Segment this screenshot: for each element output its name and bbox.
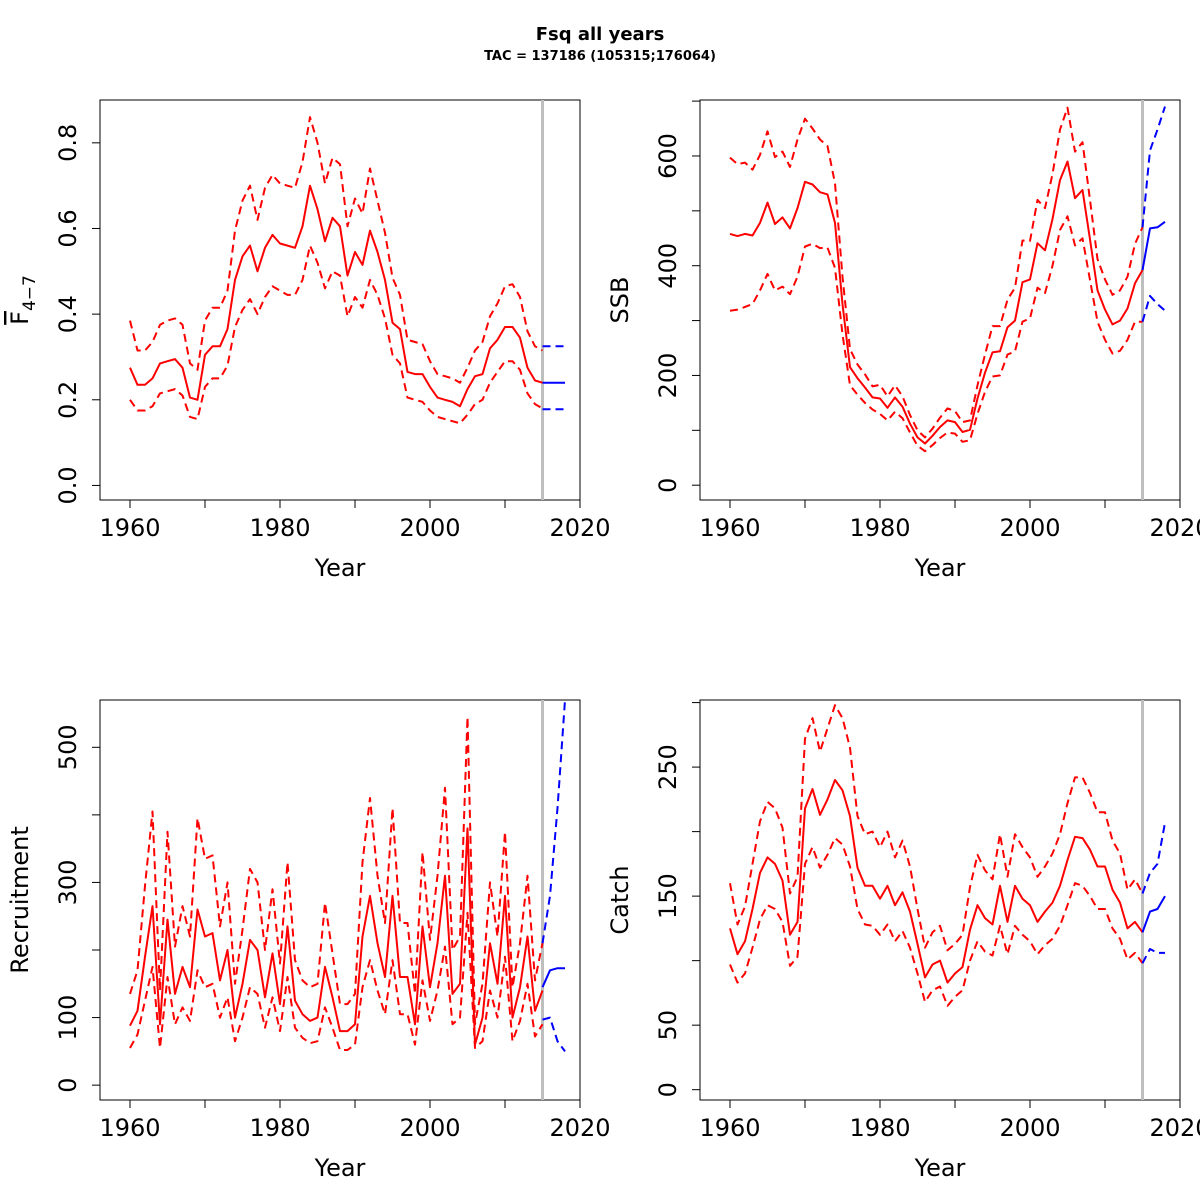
historic-lower-line [729, 215, 1143, 453]
x-tick-label: 2020 [549, 514, 610, 542]
x-tick-label: 1980 [249, 514, 310, 542]
y-axis-label: F4−7 [6, 275, 40, 325]
historic-upper-line [729, 106, 1144, 439]
y-tick-label: 0.6 [54, 209, 82, 247]
x-tick-label: 2000 [999, 1114, 1060, 1142]
x-tick-label: 1960 [99, 514, 160, 542]
y-axis-label: Catch [606, 865, 634, 934]
forecast-median-line [1141, 895, 1166, 933]
y-tick-label: 200 [654, 353, 682, 399]
plot-area [129, 700, 566, 1100]
x-tick-label: 2000 [999, 514, 1060, 542]
plot-frame [99, 99, 581, 501]
x-axis-label: Year [314, 1154, 366, 1182]
y-axis-label: SSB [606, 277, 634, 324]
y-tick-label: 0.2 [54, 381, 82, 419]
figure-title: Fsq all years [536, 24, 665, 45]
y-tick-label: 0.0 [54, 466, 82, 504]
historic-median-line [729, 160, 1144, 445]
y-axis-label: Recruitment [6, 826, 34, 973]
plot-area [729, 100, 1166, 500]
historic-upper-line [729, 704, 1144, 952]
panel-f-bar: 1960 1980 2000 2020 Year 0.0 0.2 0.4 0.6 0.8 F4−7 [6, 99, 611, 582]
plot-frame [699, 99, 1181, 501]
y-tick-label: 500 [54, 724, 82, 770]
x-tick-label: 1960 [699, 514, 760, 542]
historic-median-line [129, 184, 543, 408]
y-tick-label: 400 [654, 243, 682, 289]
forecast-median-line [541, 967, 565, 988]
x-tick-label: 2000 [399, 1114, 460, 1142]
y-tick-label: 0.4 [54, 295, 82, 333]
historic-lower-line [129, 244, 543, 425]
forecast-upper-line [1141, 106, 1166, 228]
forecast-upper-line [541, 700, 566, 944]
plot-area [729, 700, 1166, 1100]
y-tick-label: 100 [54, 995, 82, 1041]
x-axis-label: Year [914, 554, 966, 582]
plot-area [129, 100, 565, 500]
y-tick-label: 300 [54, 860, 82, 906]
x-tick-label: 1980 [849, 514, 910, 542]
historic-upper-line [129, 715, 544, 1026]
historic-lower-line [129, 911, 544, 1051]
plot-frame [99, 699, 581, 1101]
forecast-median-line [1141, 220, 1166, 271]
plot-frame [699, 699, 1181, 1101]
y-tick-label: 250 [654, 744, 682, 790]
panel-ssb: 1960 1980 2000 2020 Year 0 200 400 600 SSB [606, 99, 1200, 582]
x-axis-label: Year [914, 1154, 966, 1182]
x-axis-label: Year [314, 554, 366, 582]
y-tick-label: 0.8 [54, 124, 82, 162]
x-tick-label: 2020 [1149, 514, 1200, 542]
x-tick-label: 1980 [249, 1114, 310, 1142]
y-tick-label: 150 [654, 873, 682, 919]
figure-subtitle: TAC = 137186 (105315;176064) [484, 49, 716, 64]
x-tick-label: 2020 [549, 1114, 610, 1142]
y-tick-label: 0 [654, 1082, 682, 1097]
x-tick-label: 2020 [1149, 1114, 1200, 1142]
y-tick-label: 50 [654, 1010, 682, 1041]
y-tick-label: 0 [54, 1077, 82, 1092]
panel-catch: 1960 1980 2000 2020 Year 0 50 150 250 Catch [606, 699, 1200, 1182]
x-tick-label: 1960 [99, 1114, 160, 1142]
panel-recruitment: 1960 1980 2000 2020 Year 0 100 300 500 Recruitmen… [6, 699, 611, 1182]
x-tick-label: 1960 [699, 1114, 760, 1142]
y-tick-label: 600 [654, 133, 682, 179]
forecast-lower-line [1141, 948, 1165, 964]
historic-lower-line [729, 837, 1144, 1007]
historic-median-line [729, 779, 1144, 984]
forecast-lower-line [542, 1016, 566, 1052]
x-tick-label: 2000 [399, 514, 460, 542]
forecast-lower-line [1141, 294, 1166, 322]
forecast-upper-line [1141, 822, 1166, 894]
y-tick-label: 0 [654, 478, 682, 493]
historic-upper-line [129, 116, 543, 384]
x-tick-label: 1980 [849, 1114, 910, 1142]
